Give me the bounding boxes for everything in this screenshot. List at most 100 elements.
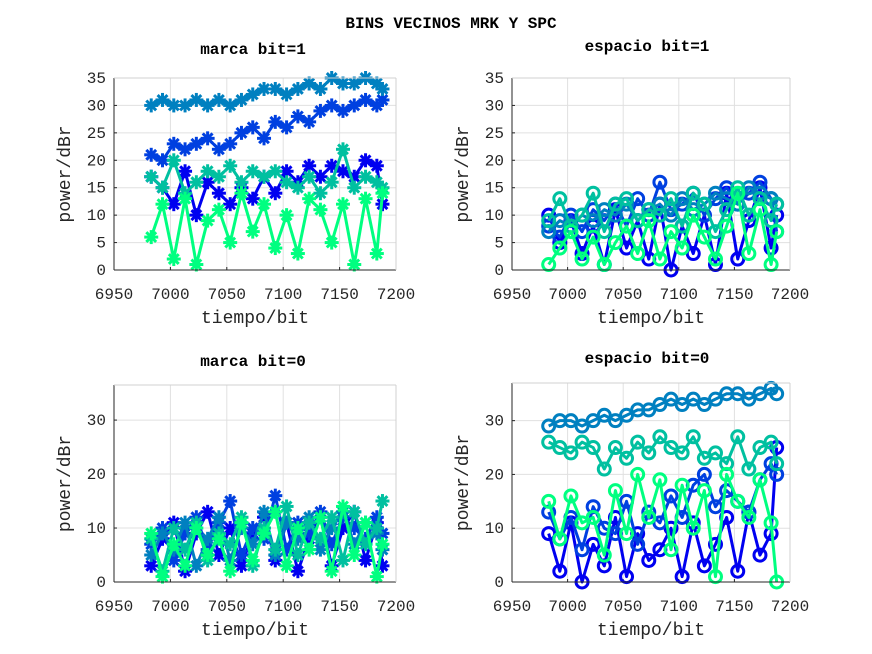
y-tick-label: 5 [96,235,106,253]
y-tick-label: 0 [494,262,504,280]
data-point [144,230,159,245]
data-point [279,558,294,573]
data-point [268,488,283,503]
data-point [189,92,204,107]
data-point [223,564,238,579]
x-tick-label: 7050 [208,598,246,616]
data-point [257,169,272,184]
y-tick-label: 10 [87,520,106,538]
data-point [211,92,226,107]
data-point [279,87,294,102]
data-point [696,558,712,574]
data-point [641,213,657,229]
y-tick-label: 25 [87,125,106,143]
x-tick-label: 7100 [660,598,698,616]
data-point [290,521,305,536]
data-point [155,569,170,584]
data-point [245,87,260,102]
subplot-3: 6950 7000 7050 7100 7150 7200 0 10 20 30 marca bit… [56,353,415,641]
series-line [149,504,384,579]
data-point [752,547,768,563]
data-point [245,224,260,239]
data-point [730,563,746,579]
y-tick-label: 0 [494,574,504,592]
x-tick-label: 6950 [95,598,133,616]
data-point [335,103,350,118]
data-point [166,136,181,151]
data-point [696,483,712,499]
data-point [630,466,646,482]
data-point [347,180,362,195]
data-point [674,569,690,585]
data-point [358,515,373,530]
y-tick-label: 30 [485,97,504,115]
data-point [268,504,283,519]
data-point [741,246,757,262]
y-tick-label: 10 [485,520,504,538]
data-point [211,186,226,201]
data-point [607,196,623,212]
data-point [234,515,249,530]
data-point [324,175,339,190]
data-point [674,477,690,493]
data-point [752,202,768,218]
data-point [585,440,601,456]
data-point [607,440,623,456]
data-point [313,186,328,201]
figure-title: BINS VECINOS MRK Y SPC [345,15,557,33]
data-point [585,213,601,229]
data-point [223,235,238,250]
data-point [730,251,746,267]
data-point [302,515,317,530]
data-point [335,553,350,568]
x-tick-label: 7100 [660,286,698,304]
data-point [719,218,735,234]
series-line [150,98,384,162]
data-point [290,81,305,96]
data-point [596,547,612,563]
data-point [189,136,204,151]
y-tick-label: 25 [485,125,504,143]
x-axis-label: tiempo/bit [201,621,309,641]
data-point [223,136,238,151]
data-point [155,92,170,107]
data-point [358,191,373,206]
data-point [641,552,657,568]
y-axis-label: power/dBr [56,125,76,222]
data-point [245,191,260,206]
data-point [324,98,339,113]
data-point [234,92,249,107]
y-tick-label: 10 [87,207,106,225]
data-point [707,445,723,461]
data-point [335,197,350,212]
subplot-title: espacio bit=0 [585,350,710,368]
series-line [149,191,384,267]
data-point [563,488,579,504]
data-point [358,169,373,184]
x-tick-label: 6950 [493,598,531,616]
data-point [541,493,557,509]
data-point [279,175,294,190]
data-point [730,429,746,445]
data-point [257,131,272,146]
data-point [641,509,657,525]
data-point [375,537,390,552]
data-point [144,169,159,184]
data-point [234,125,249,140]
y-tick-label: 15 [87,180,106,198]
data-point [719,466,735,482]
data-point [324,510,339,525]
data-point [200,548,215,563]
data-point [211,169,226,184]
x-tick-label: 7100 [264,598,302,616]
data-point [619,526,635,542]
data-point [707,251,723,267]
data-point [302,169,317,184]
data-point [178,558,193,573]
data-point [652,472,668,488]
data-point [200,504,215,519]
data-point [652,251,668,267]
y-tick-label: 35 [87,70,106,88]
data-point [730,185,746,201]
data-point [234,186,249,201]
